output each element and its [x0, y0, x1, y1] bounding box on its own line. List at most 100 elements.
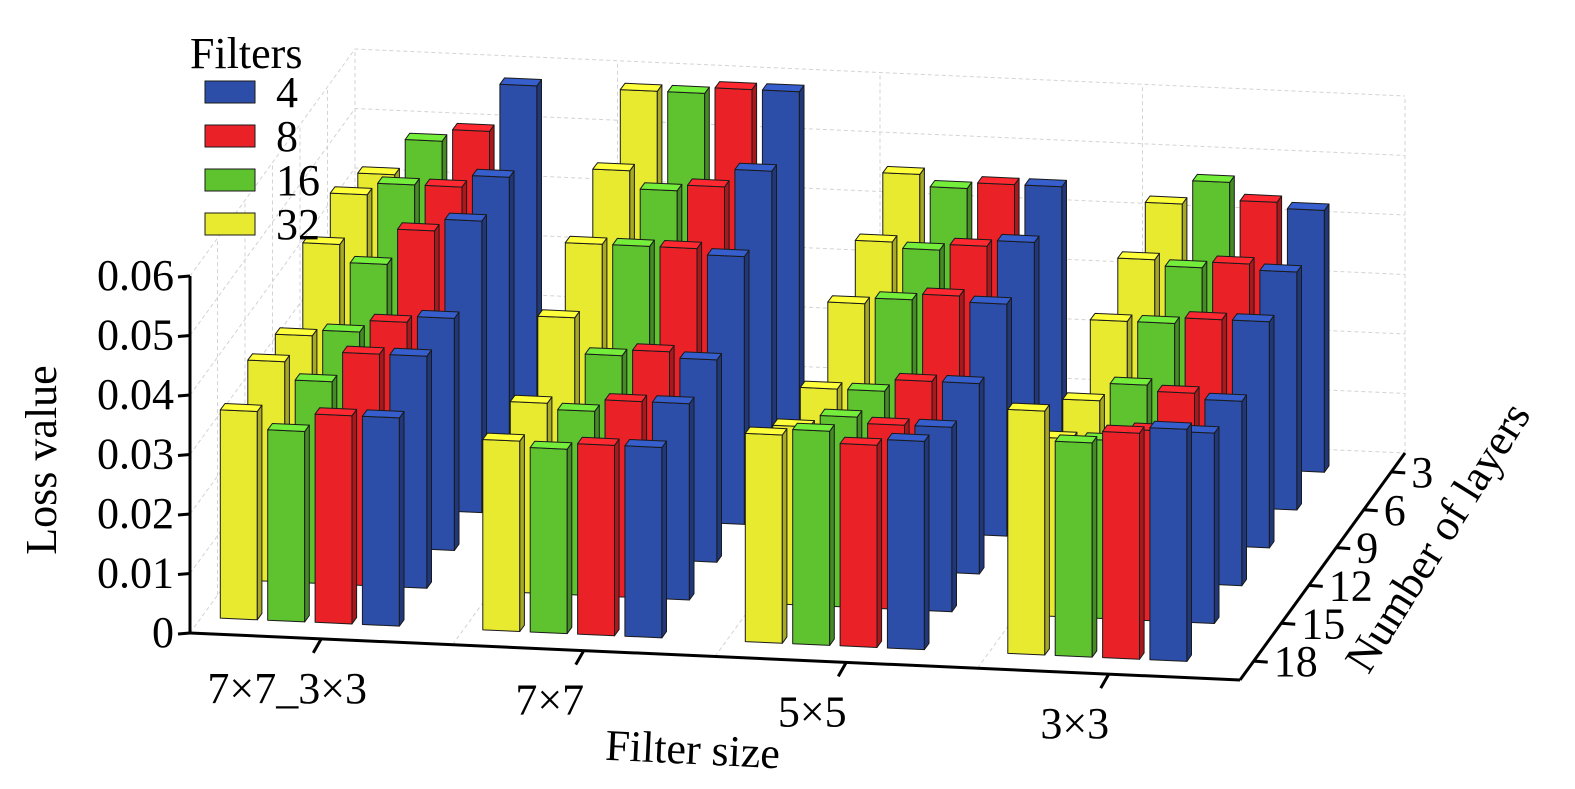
z-tick-label: 0.01 [97, 549, 174, 598]
y-tick-label: 6 [1384, 486, 1406, 535]
bar-top-face [564, 235, 608, 245]
z-tick [177, 334, 191, 338]
bar-front-face [744, 432, 783, 644]
bar-top-face [509, 394, 553, 404]
z-tick [177, 512, 191, 517]
bars [219, 77, 1330, 662]
bar-top-face [1212, 255, 1255, 265]
bar-top-face [854, 233, 898, 243]
bar-top-face [714, 81, 758, 91]
x-tick [836, 661, 848, 678]
bar-side-face [716, 353, 722, 563]
y-tick-label: 15 [1301, 599, 1345, 648]
bar-front-face [886, 439, 925, 651]
z-tick-label: 0 [152, 608, 174, 657]
x-tick [1099, 673, 1111, 689]
bar-top-face [969, 295, 1012, 305]
bar-top-face [452, 122, 495, 132]
y-tick-label: 12 [1329, 561, 1373, 610]
bar-top-face [274, 327, 318, 337]
bar-top-face [397, 222, 440, 232]
bar-front-face [361, 415, 400, 627]
bar-top-face [1286, 201, 1330, 211]
bar-top-face [761, 83, 805, 93]
bar-top-face [294, 373, 338, 383]
bar [886, 432, 930, 651]
bar-top-face [679, 351, 722, 361]
bar-side-face [1091, 436, 1098, 658]
bar-side-face [566, 442, 573, 635]
bar-top-face [827, 295, 870, 305]
bar-side-face [256, 404, 263, 621]
bar-top-face [369, 313, 413, 323]
bar [314, 407, 358, 625]
bar-top-face [361, 409, 405, 419]
bar-top-face [1164, 259, 1208, 269]
bar-top-face [1062, 392, 1105, 402]
bar-top-face [1102, 424, 1145, 434]
bar-side-face [781, 428, 788, 644]
z-axis-title: Loss value [17, 365, 66, 554]
y-tick [1253, 659, 1268, 664]
bar-top-face [734, 162, 777, 172]
bar [267, 423, 310, 623]
bar-side-face [614, 438, 620, 637]
bar-top-face [1144, 195, 1188, 205]
x-tick [311, 638, 323, 654]
bar-front-face [267, 429, 306, 623]
z-tick [177, 572, 191, 576]
bar-top-face [894, 372, 938, 382]
bar-top-face [624, 439, 667, 448]
bar-side-face [1213, 426, 1220, 624]
bar-side-face [1241, 394, 1247, 587]
bar-front-face [839, 443, 878, 648]
y-tick [1281, 621, 1296, 626]
bar-top-face [659, 240, 703, 250]
bar-top-face [349, 255, 393, 265]
legend-label: 16 [276, 156, 320, 205]
bar [624, 439, 667, 639]
bar-side-face [519, 434, 525, 632]
x-axis-line [189, 631, 1241, 682]
bar-front-face [1102, 431, 1140, 660]
legend-label: 8 [276, 112, 298, 161]
bar-side-face [1296, 265, 1302, 511]
bar-top-face [1184, 311, 1228, 321]
bar-side-face [1323, 203, 1330, 473]
bar-top-face [867, 416, 910, 426]
bar-side-face [351, 408, 358, 625]
bar-front-face [577, 443, 615, 637]
bar-top-face [651, 395, 695, 405]
bar-top-face [267, 423, 310, 432]
bar-top-face [632, 343, 675, 353]
bar-top-face [444, 212, 487, 222]
bar-top-face [949, 237, 993, 247]
bar-top-face [329, 186, 373, 196]
y-tick [1363, 508, 1378, 513]
bar [1007, 402, 1050, 656]
bar-top-face [922, 287, 965, 297]
bar-top-face [389, 347, 432, 357]
bar [1102, 424, 1145, 660]
bar [361, 409, 405, 627]
bar-top-face [404, 132, 448, 142]
bar-top-face [416, 309, 460, 319]
y-tick [1308, 583, 1323, 588]
bar-top-face [1007, 402, 1050, 412]
bar-top-face [1137, 315, 1180, 324]
y-tick-label: 18 [1274, 637, 1318, 686]
z-tick-label: 0.02 [97, 489, 174, 538]
grid-line [189, 48, 1406, 277]
bar-side-face [829, 424, 835, 646]
bar-front-face [1054, 440, 1093, 658]
bar-top-face [471, 168, 515, 178]
bar-top-face [706, 248, 750, 258]
bar-top-face [977, 176, 1020, 186]
legend-label: 32 [276, 200, 320, 249]
legend-swatch [204, 168, 256, 192]
bar-top-face [799, 380, 843, 390]
axes: 0 0.01 0.02 0.03 0.04 0.05 0.06 7×7_3×3 7×7 5×5 3×… [97, 251, 1433, 748]
bar-front-face [314, 413, 353, 625]
bar-top-face [1157, 384, 1200, 394]
